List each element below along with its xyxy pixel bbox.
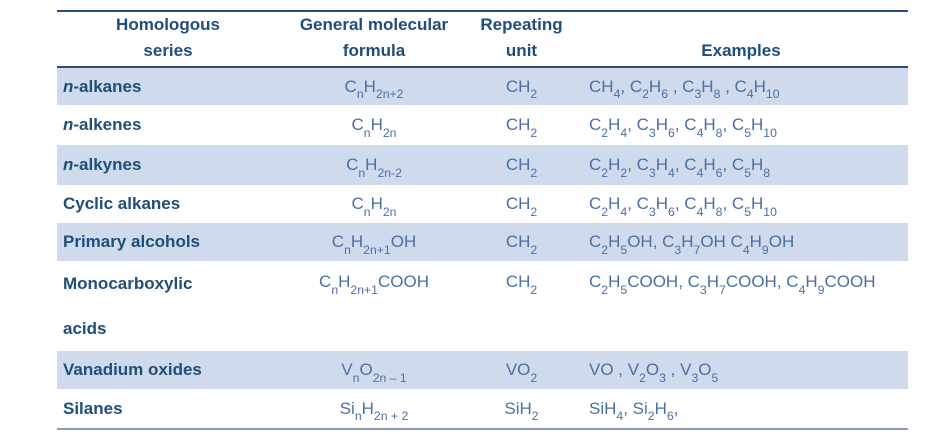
col-header-repeating-unit: Repeating unit — [469, 11, 574, 68]
formula-cell: CnH2n-2 — [346, 155, 402, 180]
formula-cell: VnO2n – 1 — [341, 360, 407, 385]
unit-cell: VO2 — [505, 360, 538, 385]
homologous-series-table: Homologous series General molecular form… — [57, 10, 908, 431]
formula-cell: CnH2n+1OH — [331, 232, 417, 257]
table-row-cyclic-alkanes: Cyclic alkanes CnH2n CH2 C2H4, C3H6, C4H… — [57, 185, 908, 223]
unit-cell: SiH2 — [504, 398, 539, 424]
formula-cell: CnH2n — [351, 194, 397, 219]
table-body: n-alkanes CnH2n+2 CH2 CH4, C2H6 , C3H8 ,… — [57, 67, 908, 429]
unit-cell: CH2 — [505, 115, 538, 140]
table-row-primary-alcohols: Primary alcohols CnH2n+1OH CH2 C2H5OH, C… — [57, 223, 908, 261]
examples-cell: C2H2, C3H4, C4H6, C5H8 — [589, 155, 771, 180]
series-cell: Primary alcohols — [63, 232, 201, 251]
unit-cell: CH2 — [505, 76, 538, 102]
unit-cell: CH2 — [505, 155, 538, 180]
examples-cell: VO , V2O3 , V3O5 — [589, 360, 719, 385]
table-header: Homologous series General molecular form… — [57, 11, 908, 68]
header-row: Homologous series General molecular form… — [57, 11, 908, 68]
examples-cell: C2H5OH, C3H7OH C4H9OH — [589, 232, 795, 257]
examples-cell: C2H4, C3H6, C4H8, C5H10 — [589, 115, 777, 140]
unit-cell: CH2 — [505, 194, 538, 219]
examples-cell: C2H4, C3H6, C4H8, C5H10 — [589, 194, 777, 219]
table-row-vanadium-oxides: Vanadium oxides VnO2n – 1 VO2 VO , V2O3 … — [57, 351, 908, 390]
table-row-n-alkynes: n-alkynes CnH2n-2 CH2 C2H2, C3H4, C4H6, … — [57, 145, 908, 185]
table-row-n-alkenes: n-alkenes CnH2n CH2 C2H4, C3H6, C4H8, C5… — [57, 105, 908, 145]
examples-cell: SiH4, Si2H6, — [589, 398, 679, 424]
series-cell: Silanes — [63, 398, 123, 418]
series-cell: Vanadium oxides — [63, 360, 202, 380]
formula-cell: CnH2n — [351, 115, 397, 140]
series-cell: Monocarboxylic acids — [63, 274, 193, 339]
data-table: Homologous series General molecular form… — [57, 10, 908, 431]
table-row-n-alkanes: n-alkanes CnH2n+2 CH2 CH4, C2H6 , C3H8 ,… — [57, 67, 908, 105]
col-header-homologous-series: Homologous series — [57, 11, 279, 68]
series-cell: Cyclic alkanes — [63, 194, 181, 213]
examples-cell: C2H5COOH, C3H7COOH, C4H9COOH — [589, 272, 876, 297]
col-header-examples: Examples — [574, 11, 908, 68]
table-row-silanes: Silanes SinH2n + 2 SiH2 SiH4, Si2H6, — [57, 389, 908, 429]
formula-cell: CnH2n+1COOH — [319, 272, 429, 297]
formula-cell: CnH2n+2 — [344, 76, 404, 102]
table-row-monocarboxylic-acids: Monocarboxylic acids CnH2n+1COOH CH2 C2H5… — [57, 261, 908, 351]
examples-cell: CH4, C2H6 , C3H8 , C4H10 — [589, 76, 780, 102]
series-cell: n-alkenes — [63, 115, 142, 134]
col-header-general-molecular-formula: General molecular formula — [279, 11, 469, 68]
unit-cell: CH2 — [505, 272, 538, 297]
unit-cell: CH2 — [505, 232, 538, 257]
series-cell: n-alkanes — [63, 76, 142, 96]
series-cell: n-alkynes — [63, 155, 142, 174]
formula-cell: SinH2n + 2 — [339, 398, 409, 424]
